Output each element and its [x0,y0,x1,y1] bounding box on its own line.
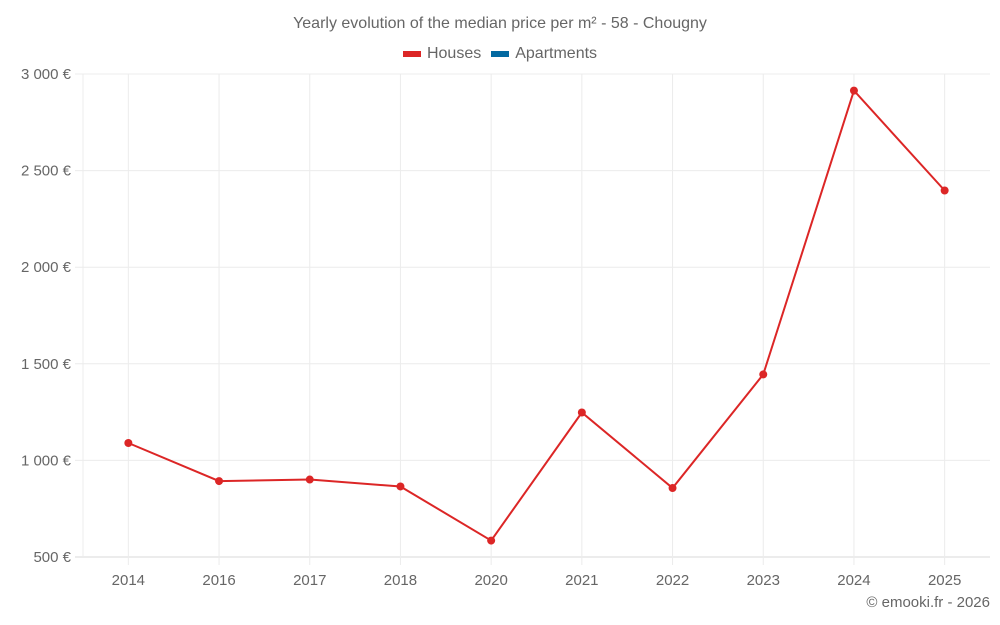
data-point[interactable] [849,86,858,95]
x-tick-label: 2018 [384,572,417,589]
x-tick-label: 2014 [112,572,145,589]
data-point[interactable] [215,477,224,486]
y-tick-label: 500 € [33,549,71,566]
x-tick-label: 2024 [837,572,870,589]
x-tick-label: 2025 [928,572,961,589]
y-tick-label: 1 000 € [21,452,72,469]
data-point[interactable] [124,439,133,448]
legend-item-apartments[interactable]: Apartments [491,45,597,63]
chart-legend: Houses Apartments [0,45,1000,63]
x-tick-label: 2017 [293,572,326,589]
y-tick-label: 3 000 € [21,66,72,83]
data-point[interactable] [396,482,405,491]
data-point[interactable] [577,408,586,417]
x-tick-label: 2016 [202,572,235,589]
chart-title: Yearly evolution of the median price per… [293,15,707,32]
legend-item-houses[interactable]: Houses [402,45,482,63]
x-tick-label: 2021 [565,572,598,589]
data-point[interactable] [668,484,677,493]
legend-label-houses: Houses [426,45,482,62]
data-point[interactable] [759,370,768,379]
y-tick-label: 2 500 € [21,163,72,180]
y-tick-label: 1 500 € [21,356,72,373]
x-tick-label: 2020 [474,572,507,589]
legend-label-apartments: Apartments [515,45,598,62]
houses-swatch-icon [402,51,421,57]
copyright-credit: © emooki.fr - 2026 [866,594,990,611]
data-point[interactable] [940,186,949,195]
y-tick-label: 2 000 € [21,259,72,276]
series-line-houses [127,88,946,542]
data-point[interactable] [305,475,314,484]
data-point[interactable] [487,536,496,545]
x-tick-label: 2023 [747,572,780,589]
apartments-swatch-icon [491,51,510,57]
x-tick-label: 2022 [656,572,689,589]
